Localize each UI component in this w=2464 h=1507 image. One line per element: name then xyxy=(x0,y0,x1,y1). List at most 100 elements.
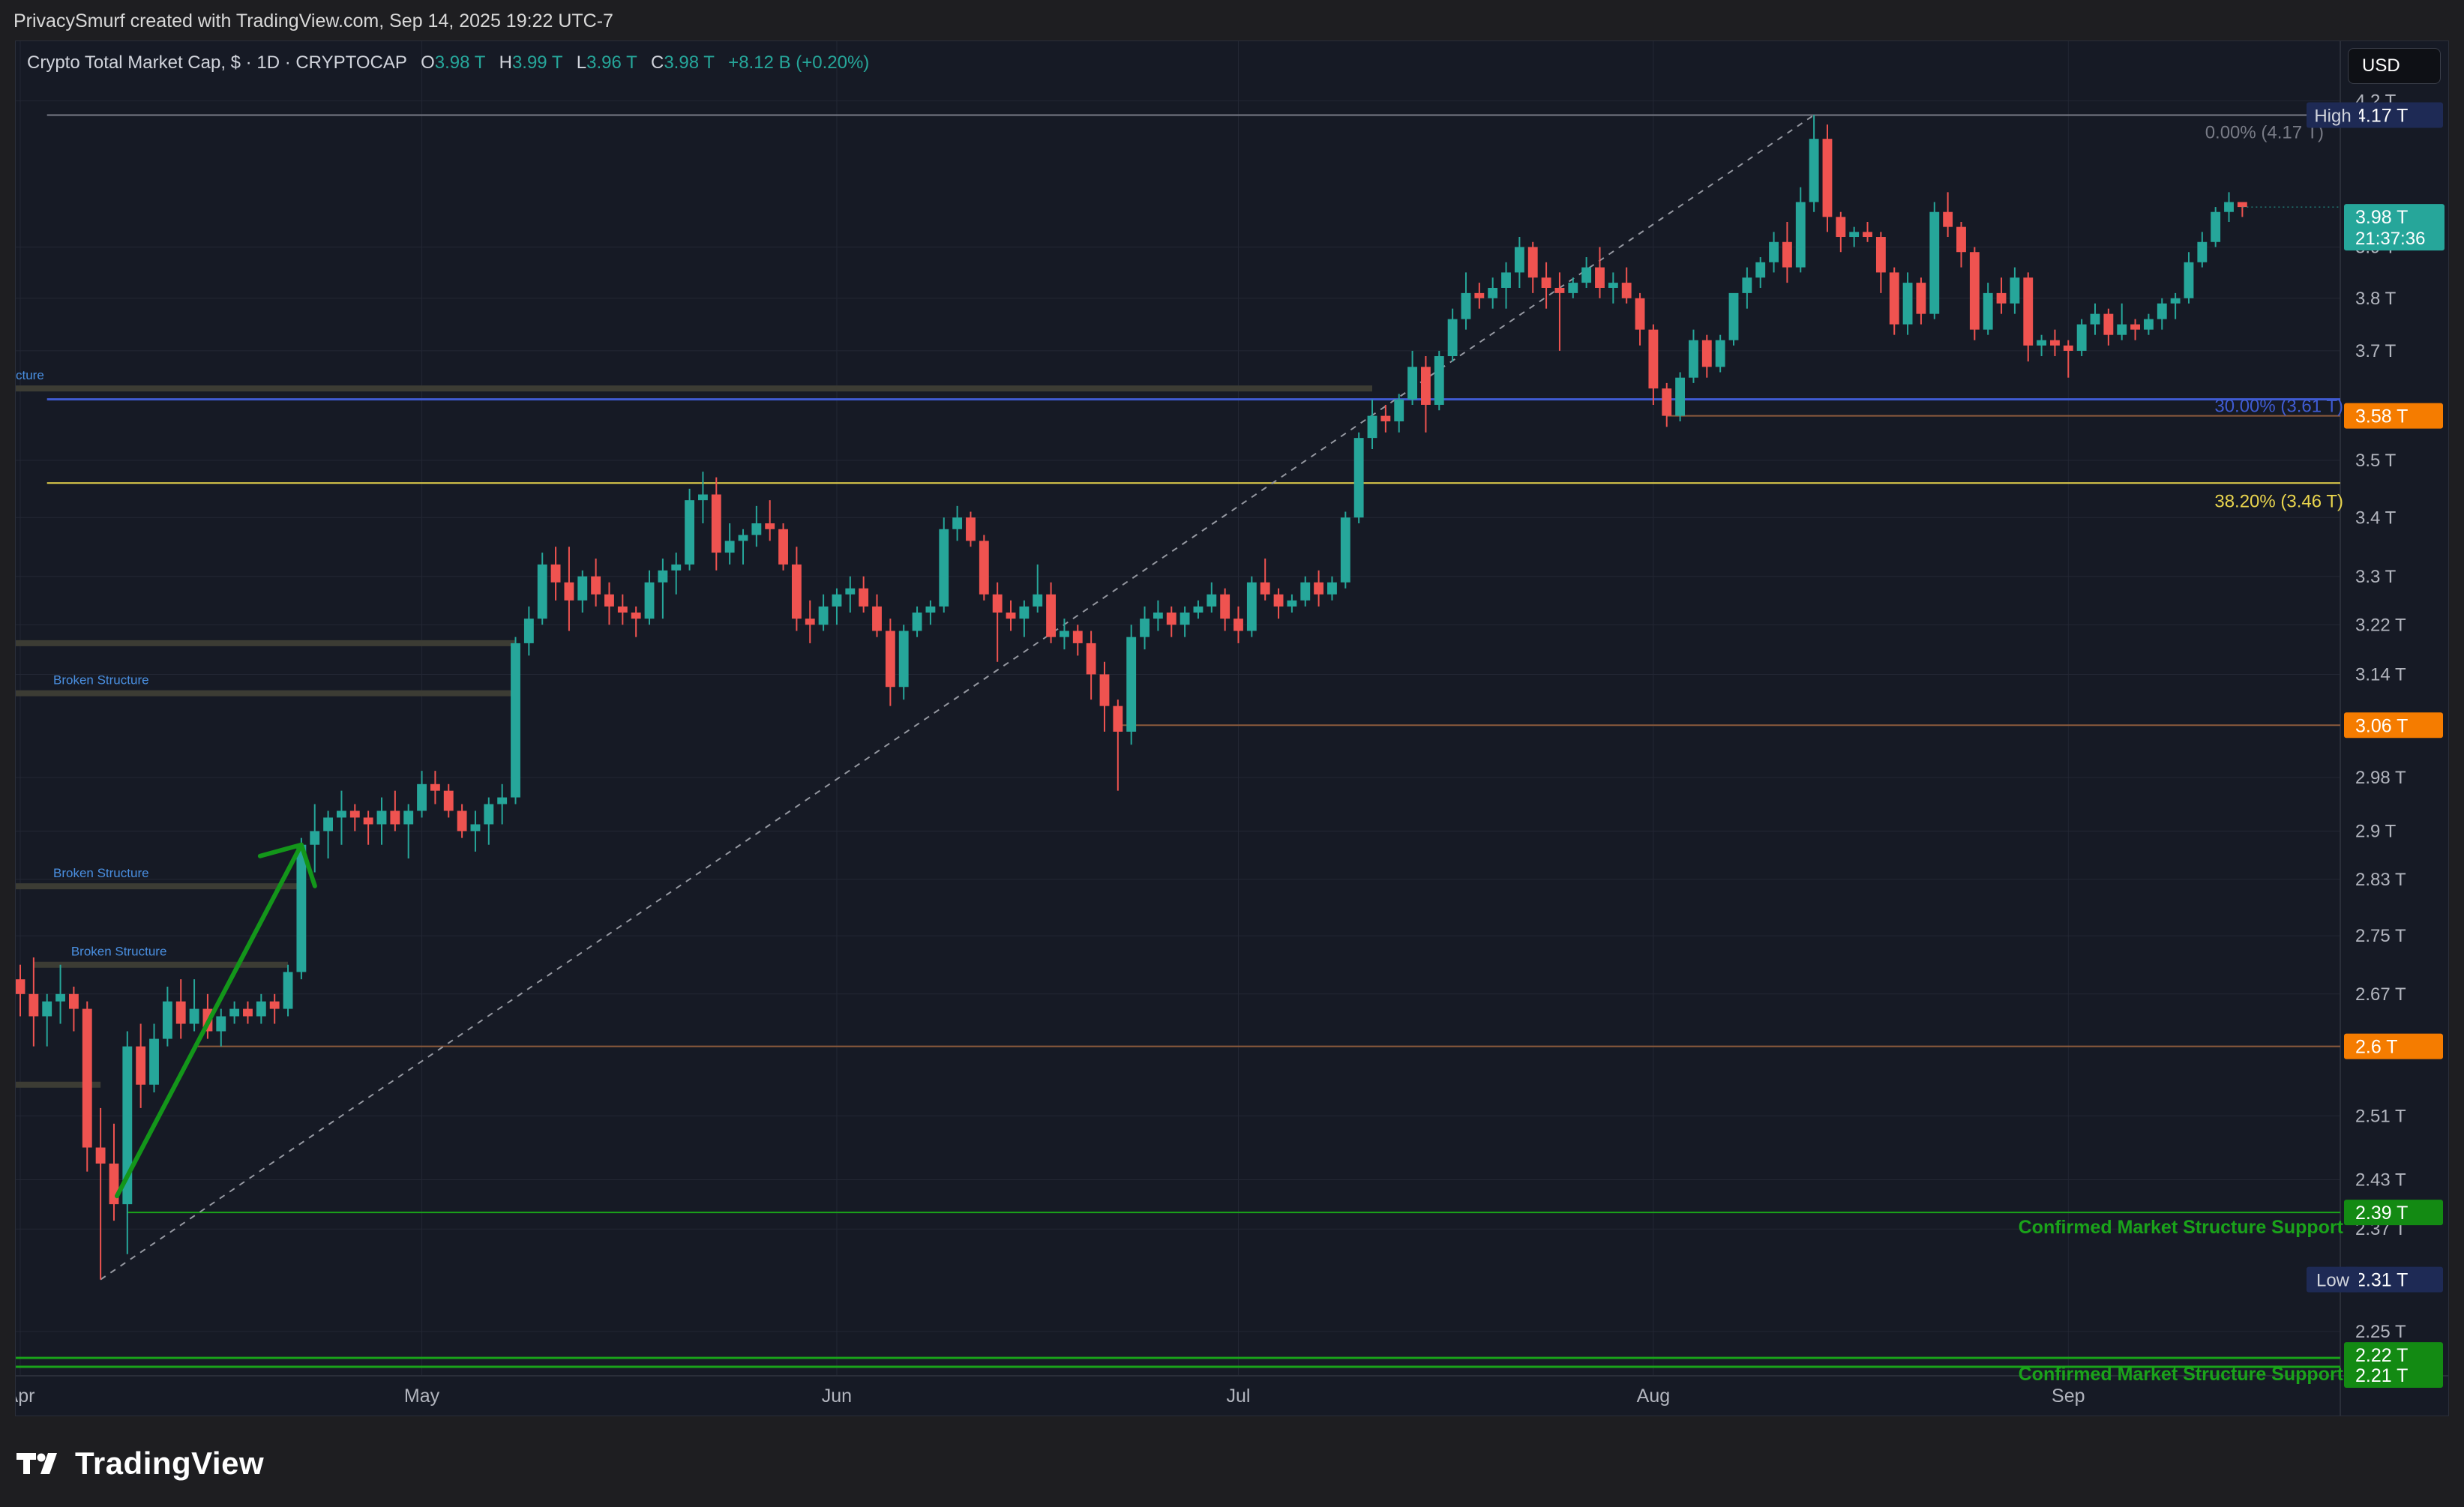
candle-body xyxy=(1273,594,1284,607)
candle-body xyxy=(1501,272,1511,288)
candle-body xyxy=(658,570,668,583)
candle-body xyxy=(95,1147,106,1164)
candle-body xyxy=(296,844,307,972)
candle-body xyxy=(1648,329,1659,389)
candle-body xyxy=(1863,232,1872,238)
support-label: Confirmed Market Structure Support xyxy=(2019,1217,2344,1238)
candle-body xyxy=(390,810,400,825)
price-badge: 2.39 T xyxy=(2355,1203,2408,1224)
candle-body xyxy=(671,564,682,571)
candle-body xyxy=(898,631,909,688)
symbol-title: Crypto Total Market Cap, $ · 1D · CRYPTO… xyxy=(27,52,407,73)
x-tick-label: Jul xyxy=(1227,1386,1251,1407)
candle-body xyxy=(1394,399,1404,421)
candle-body xyxy=(1701,340,1712,367)
candle-body xyxy=(577,576,588,601)
price-badge-bg xyxy=(2344,102,2443,128)
candle-body xyxy=(283,972,293,1009)
candle-body xyxy=(1126,637,1137,732)
candle-body xyxy=(2211,211,2221,242)
candle-body xyxy=(1849,232,1860,238)
candle-body xyxy=(1983,292,1993,330)
candle-body xyxy=(1474,292,1485,298)
candle-body xyxy=(189,1008,199,1024)
candle-body xyxy=(2157,303,2167,319)
high-tag-bg xyxy=(2307,102,2359,128)
currency-button[interactable]: USD xyxy=(2348,48,2441,84)
candle-body xyxy=(724,541,735,553)
price-badge: 4.17 T xyxy=(2355,105,2408,126)
candle-body xyxy=(939,529,949,607)
candle-body xyxy=(484,804,494,825)
candle-body xyxy=(1608,283,1618,288)
candle-body xyxy=(872,606,882,631)
candle-body xyxy=(2130,324,2140,330)
candle-body xyxy=(162,1001,172,1039)
candle-body xyxy=(2076,324,2087,351)
candle-body xyxy=(1889,272,1899,325)
candle-body xyxy=(1769,241,1779,262)
fib-0-label: 0.00% (4.17 T) xyxy=(2205,122,2324,142)
candle-body xyxy=(310,831,320,845)
candle-body xyxy=(2224,202,2234,212)
candle-body xyxy=(1287,600,1297,607)
candle-body xyxy=(631,613,641,619)
candle-body xyxy=(337,810,346,818)
candle-body xyxy=(243,1008,253,1017)
candle-body xyxy=(1728,292,1739,340)
candle-body xyxy=(470,824,481,831)
trend-arrow-head xyxy=(257,842,317,888)
candle-body xyxy=(1207,594,1217,607)
fib-trend-line xyxy=(100,114,1815,1281)
y-tick-label: 3.4 T xyxy=(2355,508,2397,528)
candle-body xyxy=(82,1008,92,1148)
candle-body xyxy=(1675,377,1686,416)
candle-body xyxy=(711,494,721,553)
low-tag-bg xyxy=(2307,1266,2359,1293)
candle-body xyxy=(979,541,989,595)
y-tick-label: 3.7 T xyxy=(2355,341,2397,361)
candlestick-chart[interactable]: 4.2 T3.9 T3.8 T3.7 T3.5 T3.4 T3.3 T3.22 … xyxy=(16,41,2448,1416)
structure-label: Broken Structure xyxy=(71,945,167,959)
support-label: Confirmed Market Structure Support xyxy=(2019,1364,2344,1385)
candle-body xyxy=(149,1038,159,1085)
candle-body xyxy=(2103,313,2114,335)
candle-body xyxy=(1180,613,1190,625)
low-value: 3.96 T xyxy=(586,52,637,73)
candle-body xyxy=(2143,319,2154,330)
y-tick-label: 2.9 T xyxy=(2355,822,2397,842)
candle-body xyxy=(2063,345,2073,351)
candle-body xyxy=(175,1001,186,1024)
candle-body xyxy=(457,810,467,831)
candle-body xyxy=(1554,287,1565,293)
candle-body xyxy=(1715,340,1725,367)
candle-body xyxy=(1166,613,1177,625)
candle-body xyxy=(417,783,427,811)
y-tick-label: 3.3 T xyxy=(2355,567,2397,587)
low-label: L xyxy=(576,52,587,73)
close-value: 3.98 T xyxy=(664,52,715,73)
candle-body xyxy=(28,993,39,1017)
candle-body xyxy=(1072,631,1083,643)
candle-body xyxy=(1420,367,1431,405)
y-tick-label: 2.75 T xyxy=(2355,926,2406,946)
candle-body xyxy=(1447,319,1458,357)
chart-panel[interactable]: 4.2 T3.9 T3.8 T3.7 T3.5 T3.4 T3.3 T3.22 … xyxy=(15,40,2449,1416)
candle-body xyxy=(1595,267,1605,288)
candle-body xyxy=(1033,594,1043,607)
x-tick-label: Aug xyxy=(1637,1386,1670,1407)
candle-body xyxy=(1260,582,1270,595)
price-badge-bg xyxy=(2344,1362,2443,1388)
candle-body xyxy=(1635,298,1645,330)
candle-body xyxy=(1689,340,1698,378)
x-tick-label: Sep xyxy=(2052,1386,2085,1407)
candle-body xyxy=(1916,283,1926,314)
price-badge-bg xyxy=(2344,1033,2443,1059)
candle-body xyxy=(1621,283,1632,298)
candle-body xyxy=(1795,202,1806,268)
price-badge: 3.06 T xyxy=(2355,715,2408,736)
trend-arrow xyxy=(114,842,304,1199)
brand-footer[interactable]: TradingView xyxy=(16,1441,264,1486)
candle-body xyxy=(1929,211,1940,314)
candle-body xyxy=(1060,631,1069,637)
